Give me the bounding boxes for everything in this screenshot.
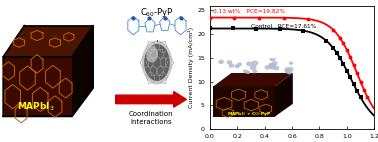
Polygon shape [142,40,172,84]
Text: Control   PCE=17.61%: Control PCE=17.61% [251,24,316,29]
Y-axis label: Current Density (mA/cm²): Current Density (mA/cm²) [188,27,194,108]
Text: Coordination
interactions: Coordination interactions [129,111,174,125]
Polygon shape [146,45,158,62]
Polygon shape [3,57,72,116]
Text: 0.13 wt%   PCE=19.82%: 0.13 wt% PCE=19.82% [212,9,285,14]
Text: MAPbI$_3$: MAPbI$_3$ [17,100,55,113]
Polygon shape [144,44,170,81]
FancyArrow shape [116,92,186,107]
Text: C$_{60}$-PyP: C$_{60}$-PyP [140,6,174,19]
Polygon shape [72,26,93,116]
Polygon shape [3,26,93,57]
